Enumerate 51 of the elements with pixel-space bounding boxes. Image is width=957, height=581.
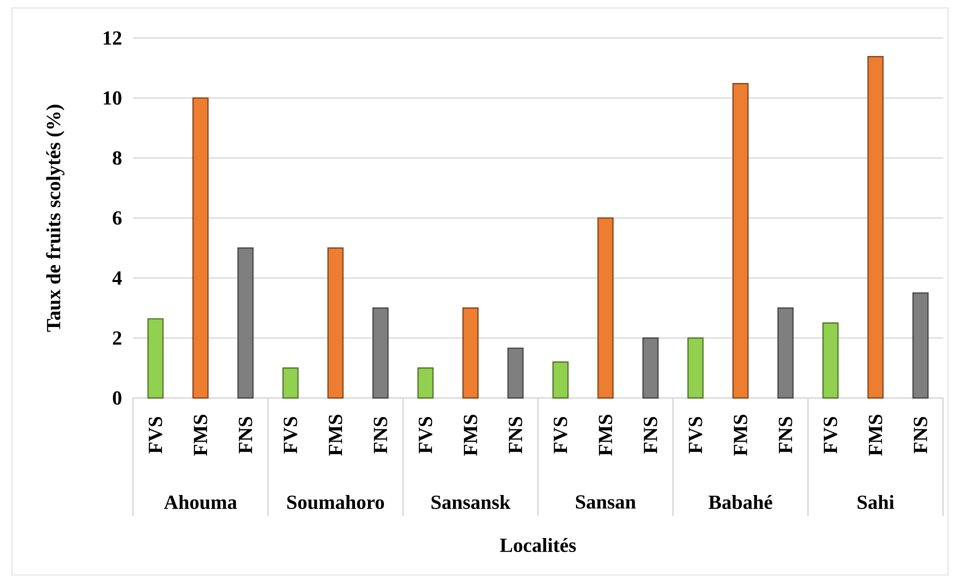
text: FNS bbox=[914, 416, 928, 454]
text: FMS bbox=[464, 414, 478, 456]
bar bbox=[642, 337, 659, 399]
text: FVS bbox=[148, 416, 162, 454]
bar bbox=[192, 97, 209, 399]
y-tick-label: 8 bbox=[112, 151, 122, 165]
bar bbox=[372, 307, 389, 399]
x-axis-title: Localités bbox=[500, 538, 576, 552]
text: FNS bbox=[508, 416, 522, 454]
y-tick-label: 6 bbox=[112, 211, 122, 225]
bar bbox=[732, 83, 749, 399]
x-tick-label: Ahouma bbox=[164, 494, 237, 510]
bar bbox=[327, 247, 344, 399]
text: FNS bbox=[238, 416, 252, 454]
bar bbox=[822, 322, 839, 399]
text: FNS bbox=[374, 416, 388, 454]
bar bbox=[777, 307, 794, 399]
bar bbox=[867, 56, 884, 399]
text: FMS bbox=[598, 414, 612, 456]
bar bbox=[237, 247, 254, 399]
y-tick-label: 10 bbox=[104, 91, 122, 105]
y-tick-label: 12 bbox=[104, 31, 122, 45]
text: FVS bbox=[418, 416, 432, 454]
bar bbox=[552, 361, 569, 399]
y-axis-title: Taux de fruits scolytés (%) bbox=[46, 104, 64, 332]
bar bbox=[282, 367, 299, 399]
text: FMS bbox=[734, 414, 748, 456]
text: FNS bbox=[644, 416, 658, 454]
bar bbox=[417, 367, 434, 399]
text: FVS bbox=[554, 416, 568, 454]
x-tick-label: Sahi bbox=[858, 494, 894, 510]
y-tick-label: 2 bbox=[112, 331, 122, 345]
text: FVS bbox=[688, 416, 702, 454]
text: FVS bbox=[824, 416, 838, 454]
text: FMS bbox=[868, 414, 882, 456]
text: FMS bbox=[194, 414, 208, 456]
bar bbox=[687, 337, 704, 399]
x-tick-label: Sansansk bbox=[432, 494, 510, 510]
bar bbox=[507, 348, 524, 399]
bar bbox=[147, 318, 164, 399]
bar bbox=[912, 292, 929, 399]
y-tick-label: 0 bbox=[112, 391, 122, 405]
x-tick-label: Soumahoro bbox=[287, 494, 384, 510]
text: FMS bbox=[328, 414, 342, 456]
text: FVS bbox=[284, 416, 298, 454]
y-tick-label: 4 bbox=[112, 271, 122, 285]
x-tick-label: Sansan bbox=[576, 495, 636, 509]
bar bbox=[462, 307, 479, 399]
x-tick-label: Babahé bbox=[708, 494, 772, 510]
bar bbox=[597, 217, 614, 399]
text: FNS bbox=[778, 416, 792, 454]
